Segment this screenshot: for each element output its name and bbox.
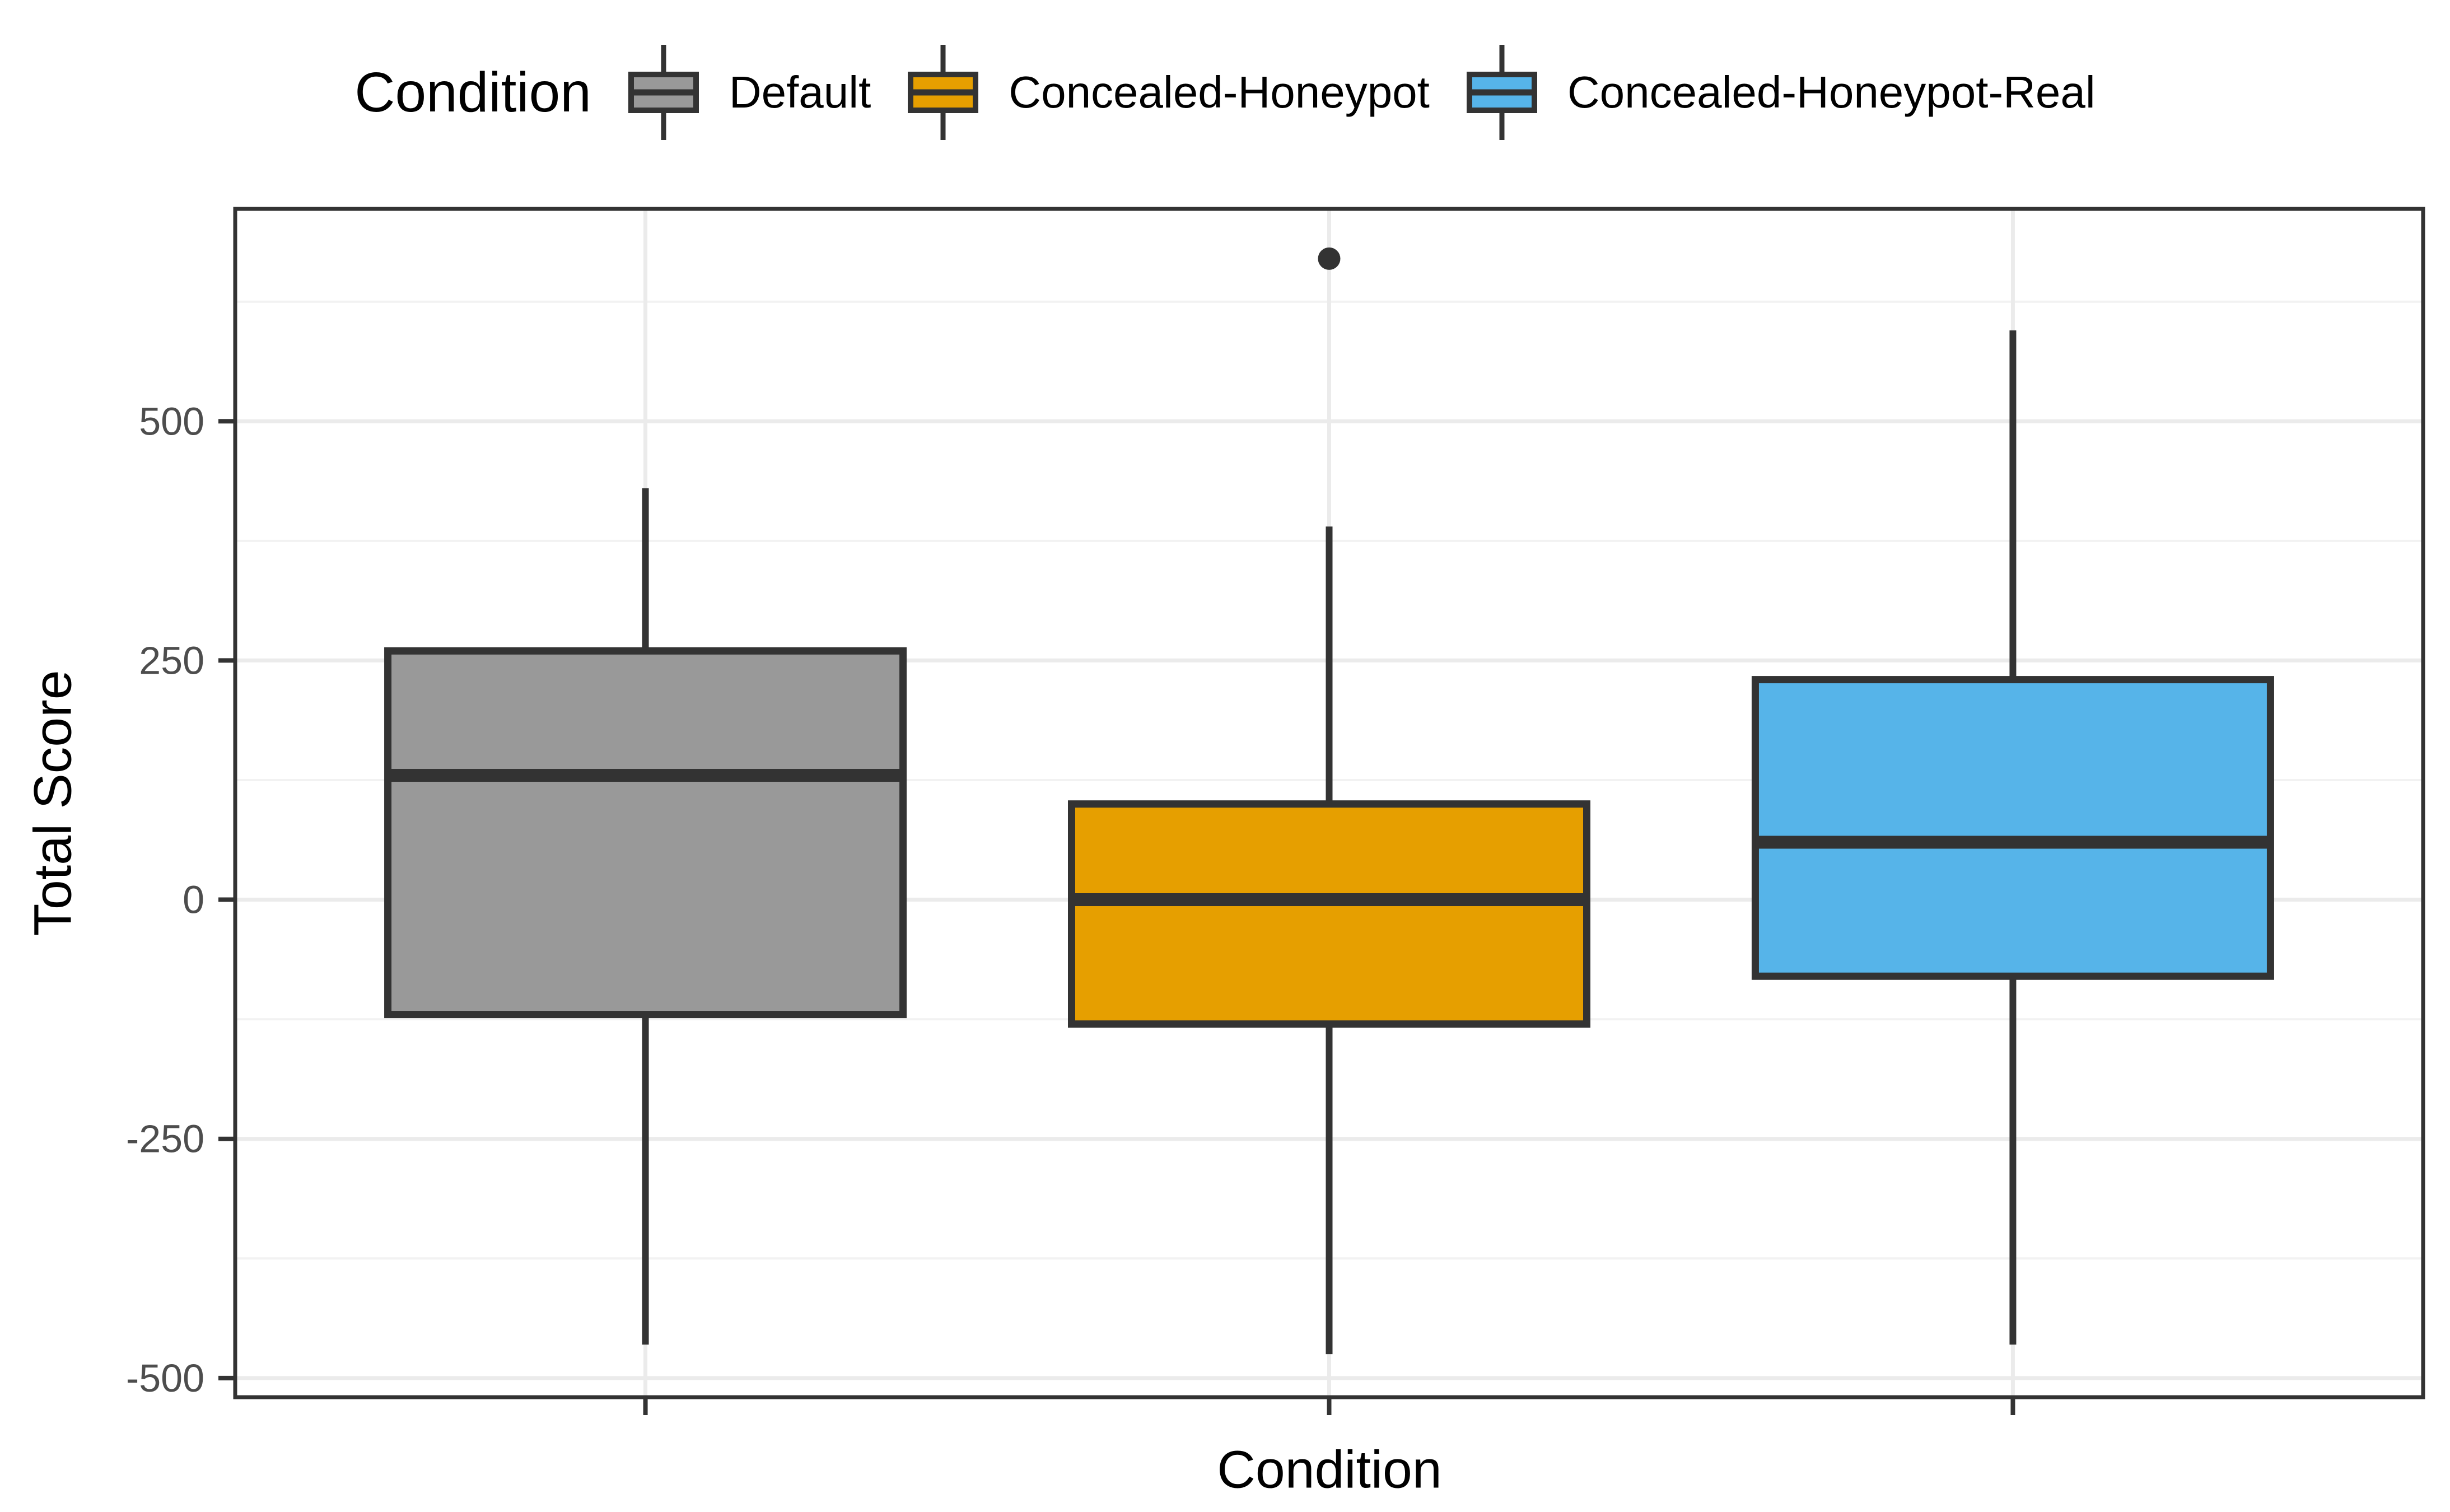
legend-label-concealed-honeypot-real: Concealed-Honeypot-Real	[1567, 67, 2096, 117]
legend: Condition Default Concealed-Honeypot Conce…	[0, 31, 2450, 154]
legend-key-boxplot-icon-concealed-honeypot	[908, 45, 979, 140]
legend-label-concealed-honeypot: Concealed-Honeypot	[1009, 67, 1430, 117]
y-axis-title: Total Score	[23, 670, 83, 936]
legend-item-concealed-honeypot-real: Concealed-Honeypot-Real	[1466, 45, 2096, 140]
legend-title: Condition	[354, 61, 591, 124]
y-tick-label--500: -500	[126, 1356, 204, 1400]
legend-label-default: Default	[729, 67, 871, 117]
y-tick-label-250: 250	[139, 638, 204, 682]
box-concealed-honeypot-real	[1751, 676, 2274, 980]
y-tick-label--250: -250	[126, 1117, 204, 1161]
outlier-point-concealed-honeypot-0	[1318, 247, 1341, 270]
y-tick-label-0: 0	[183, 878, 204, 922]
legend-items: Default Concealed-Honeypot Concealed-Honey…	[627, 45, 2096, 140]
box-concealed-honeypot	[1068, 800, 1590, 1028]
legend-key-boxplot-icon-default	[628, 45, 699, 140]
legend-item-default: Default	[627, 45, 871, 140]
y-tick-label-500: 500	[139, 399, 204, 443]
box-default	[384, 647, 907, 1019]
x-axis-title: Condition	[1217, 1440, 1442, 1500]
legend-key-boxplot-icon-concealed-honeypot-real	[1466, 45, 1537, 140]
legend-item-concealed-honeypot: Concealed-Honeypot	[907, 45, 1430, 140]
panel-border	[233, 207, 2425, 1399]
